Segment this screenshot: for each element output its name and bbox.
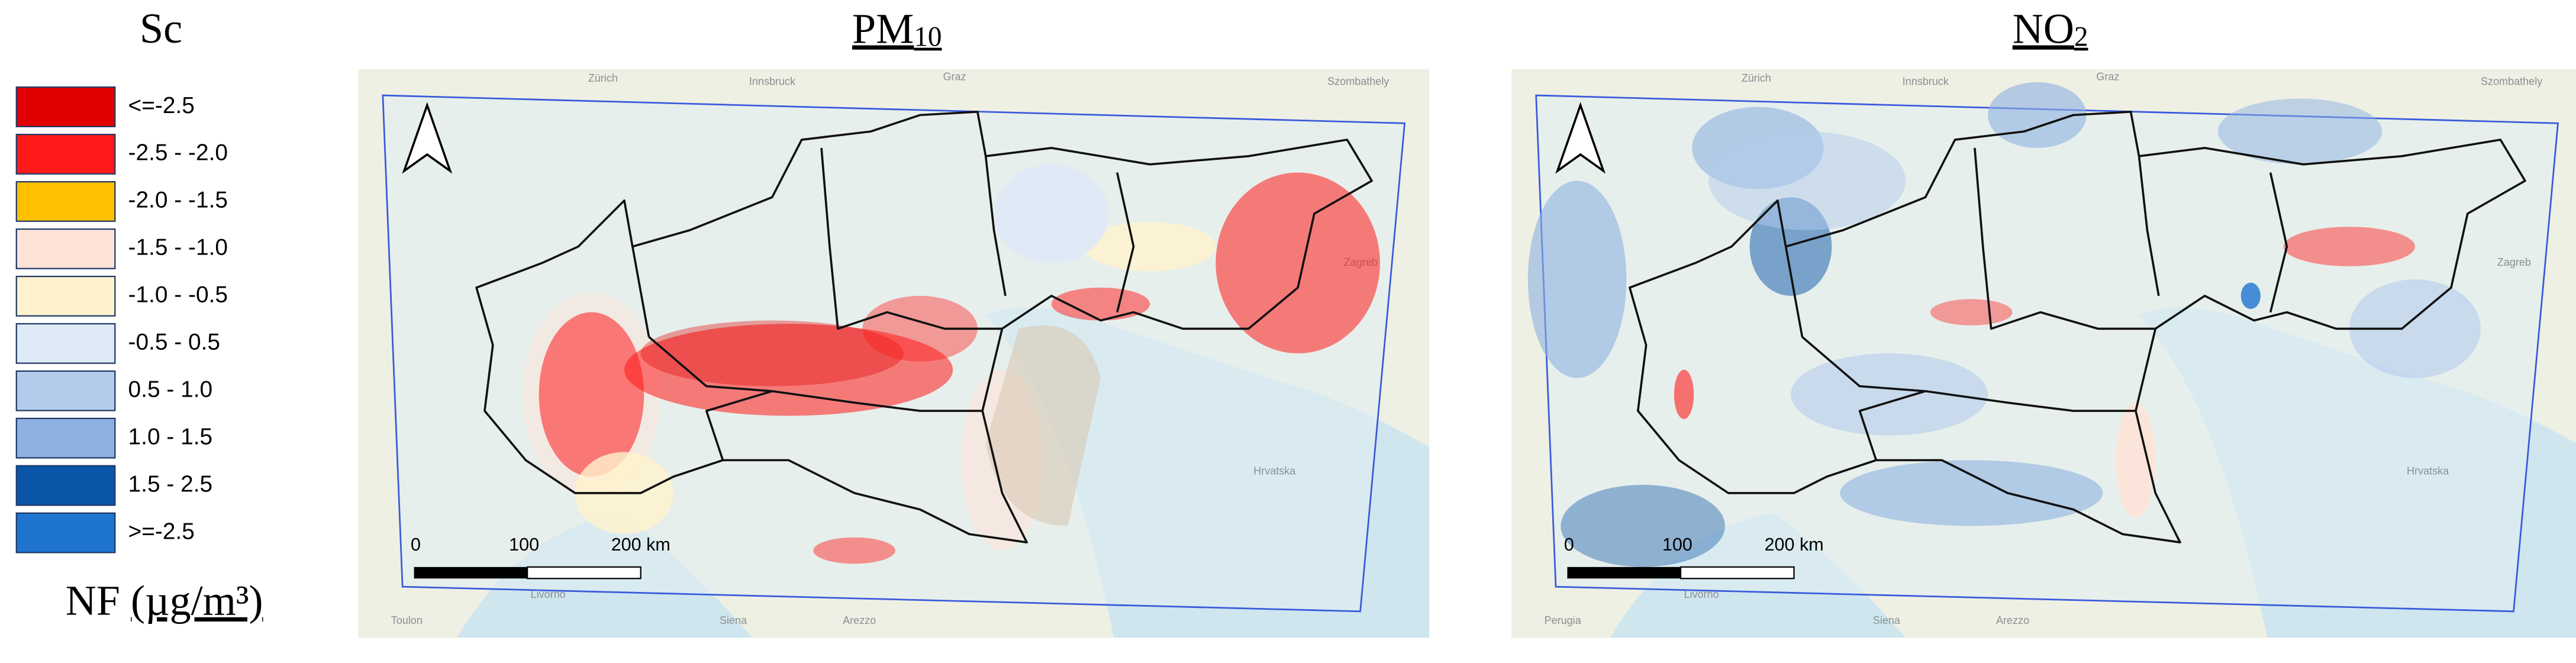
scale-label: 0 [1564, 535, 1574, 555]
legend-label: -2.5 - -2.0 [128, 140, 228, 166]
legend-label: <=-2.5 [128, 93, 195, 118]
legend-swatch [15, 181, 116, 222]
unit-label: NF (µg/m³) [66, 577, 263, 624]
place-label: Graz [2096, 70, 2119, 82]
scale-bar-light [1679, 566, 1795, 580]
scale-bar-dark [1567, 567, 1681, 579]
place-label: Szombathely [1327, 76, 1389, 88]
legend-swatch [15, 465, 116, 506]
map-title-subscript: 2 [2074, 22, 2088, 53]
sc-area [2116, 403, 2156, 518]
sc-area [1084, 221, 1216, 272]
map-title-subscript: 10 [914, 22, 942, 53]
sc-area [624, 323, 953, 416]
place-label: Livorno [531, 588, 566, 600]
legend-swatch [15, 275, 116, 317]
place-label: Zürich [1742, 72, 1771, 84]
legend-label: 1.5 - 2.5 [128, 471, 213, 497]
sc-area [2240, 282, 2261, 309]
sc-area [1674, 369, 1694, 419]
sc-area [539, 312, 644, 477]
sc-area [1708, 131, 1906, 230]
overlay [522, 164, 1380, 564]
legend-label: 0.5 - 1.0 [128, 376, 213, 402]
place-label: Siena [720, 614, 747, 626]
legend-swatch [15, 370, 116, 411]
map-title: PM10 [852, 5, 942, 52]
legend-label: 1.0 - 1.5 [128, 424, 213, 449]
sc-area [1527, 181, 1627, 378]
sc-area [994, 164, 1109, 263]
place-label: Livorno [1684, 588, 1719, 600]
unit: (µg/m³) [131, 577, 263, 624]
scale-label: 0 [411, 535, 421, 555]
place-label: Innsbruck [749, 76, 796, 88]
sc-area [2217, 98, 2382, 165]
place-label: Hrvatska [1253, 465, 1296, 477]
place-label: Zürich [588, 72, 618, 84]
legend-swatch [15, 86, 116, 127]
scale-label: 100 [509, 535, 539, 555]
legend-swatch [15, 323, 116, 364]
legend-swatch [15, 512, 116, 553]
legend: <=-2.5 -2.5 - -2.0 -2.0 - -1.5 -1.5 - -1.0 -… [15, 86, 228, 553]
map: Zürich Innsbruck Graz Szombathely Zagreb Hrva… [1510, 68, 2576, 639]
sc-area [1216, 172, 1380, 353]
scale-label: 200 km [611, 535, 670, 555]
place-label: Toulon [391, 614, 423, 626]
place-label: Innsbruck [1903, 76, 1949, 88]
place-label: Siena [1873, 614, 1901, 626]
sc-area [640, 320, 904, 387]
sc-area [985, 325, 1101, 526]
place-label: Szombathely [2481, 76, 2542, 88]
place-label: Arezzo [1996, 614, 2029, 626]
sc-area [1988, 82, 2087, 148]
sc-area [2283, 227, 2415, 266]
legend-label: -1.5 - -1.0 [128, 235, 228, 260]
legend-swatch [15, 417, 116, 459]
sc-area [1840, 460, 2103, 526]
scale-label: 200 km [1765, 535, 1824, 555]
scale-bar-light [527, 566, 641, 580]
legend-label: >=-2.5 [128, 519, 195, 544]
legend-label: -0.5 - 0.5 [128, 330, 221, 355]
place-label: Arezzo [843, 614, 876, 626]
scale-bar-dark [414, 567, 528, 579]
sc-area [862, 295, 978, 362]
sc-area [1791, 353, 1988, 436]
legend-title: Sc [140, 5, 182, 52]
sc-area [1561, 485, 1725, 567]
scale-label: 100 [1662, 535, 1692, 555]
legend-label: -2.0 - -1.5 [128, 188, 228, 213]
sc-area [1930, 299, 2013, 326]
place-label: Zagreb [2497, 256, 2531, 268]
place-label: Hrvatska [2407, 465, 2449, 477]
sc-area [813, 537, 896, 564]
legend-swatch [15, 228, 116, 269]
sc-area [2349, 279, 2481, 378]
place-label: Graz [943, 70, 966, 82]
maps: PM10 Zürich Innsbruck Graz Szombathely Zagreb… [357, 5, 2576, 639]
place-label: Perugia [1545, 614, 1582, 626]
unit-prefix: NF [66, 577, 120, 624]
map-title-main: NO [2013, 5, 2074, 52]
legend-swatch [15, 134, 116, 175]
map: ZürichInnsbruckGrazSzombathelyZagrebHrva… [357, 68, 1430, 639]
map-title-main: PM [852, 5, 914, 52]
overlay [1527, 82, 2481, 567]
map-title: NO2 [2013, 5, 2088, 52]
legend-label: -1.0 - -0.5 [128, 282, 228, 308]
sc-area [1051, 287, 1150, 321]
